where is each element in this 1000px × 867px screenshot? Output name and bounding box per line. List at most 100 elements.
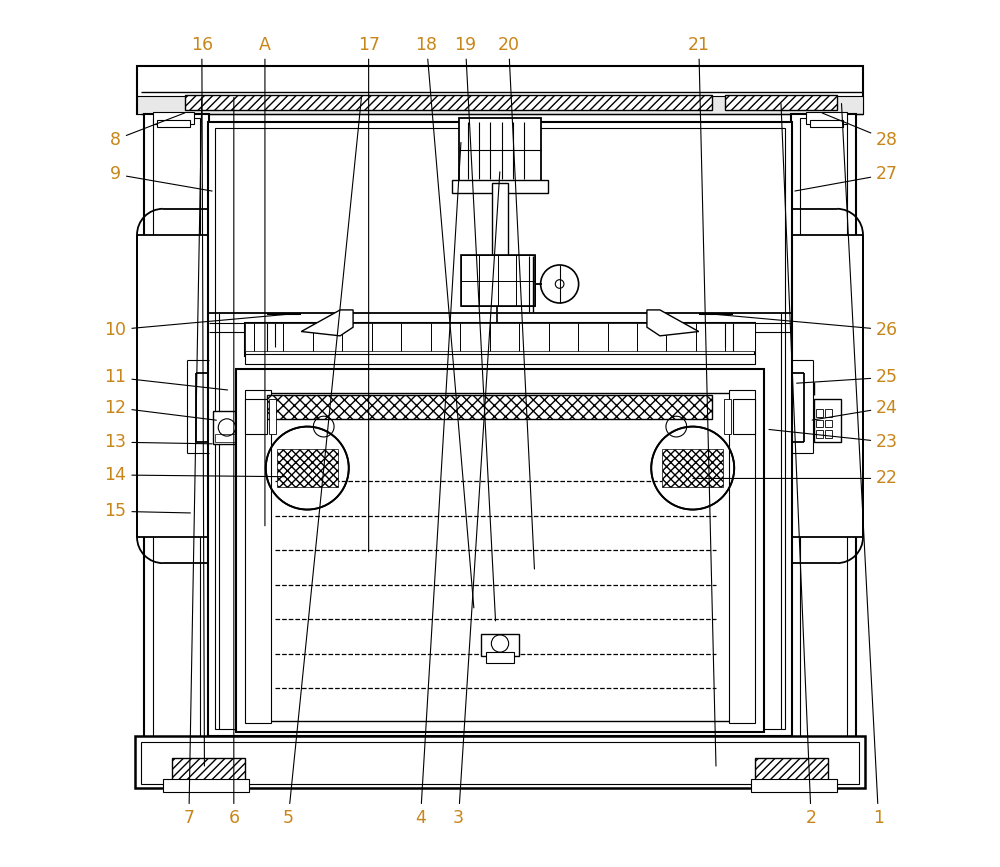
Bar [816, 420, 823, 427]
Bar [724, 399, 731, 434]
Bar [725, 95, 837, 110]
Bar [277, 449, 338, 487]
Text: 16: 16 [191, 36, 213, 766]
Bar [678, 434, 685, 436]
Bar [236, 368, 764, 732]
Bar [308, 415, 315, 438]
Text: 14: 14 [104, 466, 285, 484]
Text: A: A [259, 36, 271, 525]
Bar [678, 420, 685, 422]
Bar [141, 742, 859, 784]
Bar [247, 393, 753, 721]
Bar [816, 430, 823, 438]
Text: 8: 8 [110, 113, 185, 148]
Bar [825, 430, 832, 438]
Bar [284, 414, 293, 440]
Text: 17: 17 [358, 36, 380, 551]
Bar [678, 430, 685, 433]
Text: 11: 11 [104, 368, 228, 390]
Text: 21: 21 [688, 36, 716, 766]
Bar [315, 416, 322, 419]
Bar [751, 779, 837, 792]
Text: 22: 22 [693, 469, 898, 487]
Bar [814, 399, 841, 442]
Bar [733, 399, 755, 434]
Text: 1: 1 [842, 103, 884, 827]
Text: 27: 27 [795, 166, 898, 191]
Bar [662, 449, 723, 487]
Text: 10: 10 [104, 315, 285, 339]
Bar [215, 128, 785, 729]
Bar [245, 399, 267, 434]
Bar [486, 652, 514, 662]
Bar [163, 779, 249, 792]
Bar [245, 354, 755, 364]
Bar [678, 423, 685, 426]
Bar [729, 390, 755, 723]
Text: 23: 23 [769, 429, 898, 451]
Bar [678, 427, 685, 429]
Text: 9: 9 [110, 166, 212, 191]
Bar [315, 420, 322, 422]
Bar [461, 256, 535, 305]
Text: 18: 18 [416, 36, 474, 608]
Polygon shape [647, 310, 699, 336]
Bar [245, 390, 271, 723]
Text: 24: 24 [812, 399, 898, 420]
Bar [215, 434, 239, 442]
Bar [825, 420, 832, 427]
Text: 13: 13 [104, 434, 212, 451]
Bar [315, 423, 322, 426]
Bar [269, 399, 276, 434]
Bar [452, 180, 548, 193]
Bar [153, 118, 200, 766]
Text: 28: 28 [822, 113, 898, 148]
Bar [668, 414, 685, 440]
Bar [144, 114, 209, 772]
Bar [245, 323, 755, 355]
Bar [137, 66, 863, 114]
Bar [153, 112, 194, 124]
Text: 25: 25 [797, 368, 898, 387]
Bar [137, 235, 208, 538]
Text: 7: 7 [183, 97, 202, 827]
Bar [157, 120, 190, 127]
Text: 15: 15 [104, 502, 190, 520]
Text: 19: 19 [454, 36, 496, 621]
Bar [825, 409, 832, 417]
Text: 2: 2 [781, 103, 817, 827]
Text: 26: 26 [717, 315, 898, 339]
Bar [315, 414, 332, 440]
Bar [315, 413, 322, 415]
Bar [800, 118, 847, 766]
Bar [258, 418, 284, 435]
Bar [315, 427, 322, 429]
Bar [755, 758, 828, 784]
Bar [245, 323, 755, 351]
Bar [690, 411, 707, 442]
Bar [315, 430, 322, 433]
Bar [172, 758, 245, 784]
Text: 20: 20 [498, 36, 534, 569]
Bar [481, 634, 519, 655]
Bar [806, 112, 847, 124]
Bar [185, 95, 712, 110]
Bar [492, 183, 508, 261]
Polygon shape [301, 310, 353, 336]
Bar [810, 120, 843, 127]
Bar [716, 418, 742, 435]
Bar [315, 434, 322, 436]
Bar [208, 122, 792, 736]
Bar [791, 114, 856, 772]
Bar [816, 409, 823, 417]
Bar [707, 414, 716, 440]
Bar [459, 118, 541, 183]
Text: 12: 12 [104, 399, 216, 420]
Text: 6: 6 [228, 97, 239, 827]
Text: 5: 5 [283, 97, 361, 827]
Bar [135, 736, 865, 788]
Text: 4: 4 [415, 142, 461, 827]
Bar [291, 411, 308, 442]
Bar [267, 394, 712, 419]
Text: 3: 3 [453, 172, 500, 827]
